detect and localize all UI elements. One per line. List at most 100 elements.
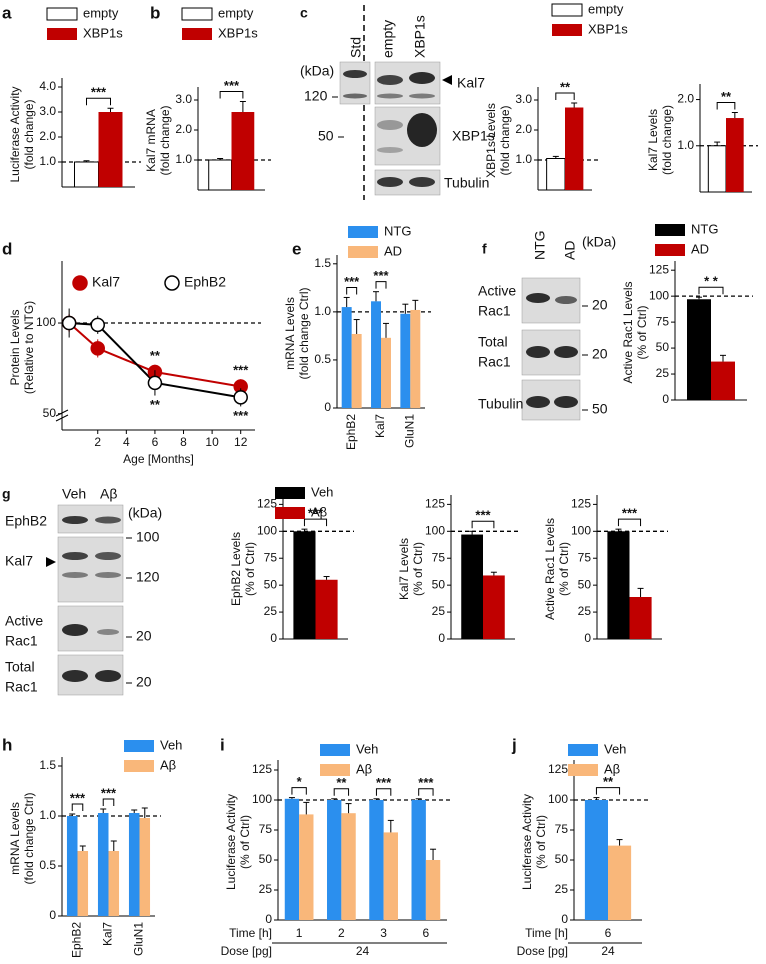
y-tick-label: 0.5 [314,352,331,366]
y-tick-label: 75 [259,822,273,836]
x-tick-label: GluN1 [403,414,417,448]
band-label: EphB2 [5,513,47,529]
error-bar [79,845,86,851]
x-tick-label: Kal7 [101,922,115,946]
y-tick-label: 50 [43,406,57,420]
x-tick-label: 3 [380,926,387,940]
x-tick-label: 6 [423,926,430,940]
error-bar [373,291,380,302]
y-tick-label: 1.5 [39,758,56,772]
significance-label: ** [150,397,161,412]
panel-letter: f [482,241,487,257]
y-tick-label: 2.0 [175,122,192,136]
significance-label: ** [560,79,571,94]
error-bar [387,819,394,833]
y-axis-label: (fold change) [660,105,674,175]
band-label: Total [5,659,35,675]
y-tick-label: 75 [656,314,670,328]
x-tick-label: EphB2 [70,922,84,958]
band-label: Rac1 [5,633,38,649]
y-axis-label: mRNA Levels [283,297,297,370]
y-tick-label: 50 [656,340,670,354]
gel-band [409,93,435,99]
error-bar [593,797,600,800]
point [233,390,248,405]
gel-band [95,670,121,682]
lane-label: XBP1s [412,15,428,58]
error-bar [345,803,352,814]
y-tick-label: 125 [257,497,277,511]
legend-swatch [181,7,213,21]
y-tick-label: 100 [649,288,669,302]
error-bar [323,576,330,580]
x-tick-label: 2 [338,926,345,940]
y-tick-label: 125 [649,262,669,276]
bar [607,531,630,639]
error-bar [490,571,497,576]
band-label: Rac1 [478,303,511,319]
bar [369,800,384,920]
significance-label: ** [721,89,732,104]
significance-bracket [555,92,575,100]
gel-band [377,93,403,99]
y-axis-label: EphB2 Levels [229,532,243,606]
legend-swatch [655,224,685,236]
significance-label: ** [336,775,347,790]
point [90,341,105,356]
significance-label: *** [233,408,249,423]
bar [461,534,483,639]
legend-swatch [46,7,78,21]
lane-label: Veh [62,486,86,502]
significance-bracket [333,788,350,796]
legend-label: empty [588,1,624,16]
error-bar [571,102,578,108]
legend-swatch [275,487,305,499]
bar [66,816,78,916]
significance-label: *** [475,508,491,523]
x-tick-label: 12 [234,435,248,449]
legend-label: XBP1s [218,25,258,40]
band-label: Tubulin [478,396,523,412]
error-bar [731,111,738,119]
y-axis-label: (fold change) [22,99,36,169]
bar [483,575,505,639]
error-bar [615,528,622,532]
marker-label: 120 [136,569,160,585]
legend-label: Aβ [604,761,620,776]
y-tick-label: 125 [548,762,568,776]
error-bar [382,322,389,338]
y-axis-label: Protein Levels [8,309,22,385]
y-tick-label: 0.5 [39,858,56,872]
gel-band [377,120,403,130]
y-tick-label: 125 [425,497,445,511]
kda-label: (kDa) [300,63,334,79]
error-bar [402,303,409,314]
error-bar [616,839,623,846]
y-tick-label: 100 [425,523,445,537]
y-tick-label: 0 [438,631,445,645]
y-tick-label: 50 [555,852,569,866]
y-tick-label: 25 [656,366,670,380]
y-tick-label: 2.0 [677,92,694,106]
gel-band [526,346,550,358]
significance-label: *** [101,785,117,800]
error-bar [353,319,360,334]
point [147,375,163,391]
band-label: XBP1s [452,128,495,144]
error-bar [131,809,138,813]
legend-label: Aβ [160,757,176,772]
legend-swatch [124,740,154,752]
band-label: Tubulin [444,175,489,191]
y-tick-label: 0 [270,631,277,645]
legend-swatch [348,226,378,238]
y-tick-label: 1.0 [175,152,192,166]
legend-swatch [124,760,154,772]
y-tick-label: 1.0 [39,808,56,822]
legend-label: AD [691,241,709,256]
y-axis-label: mRNA Levels [8,802,22,875]
significance-bracket [219,91,244,99]
bar [299,814,314,920]
kda-label: (kDa) [128,505,162,521]
legend-label: Veh [160,737,182,752]
